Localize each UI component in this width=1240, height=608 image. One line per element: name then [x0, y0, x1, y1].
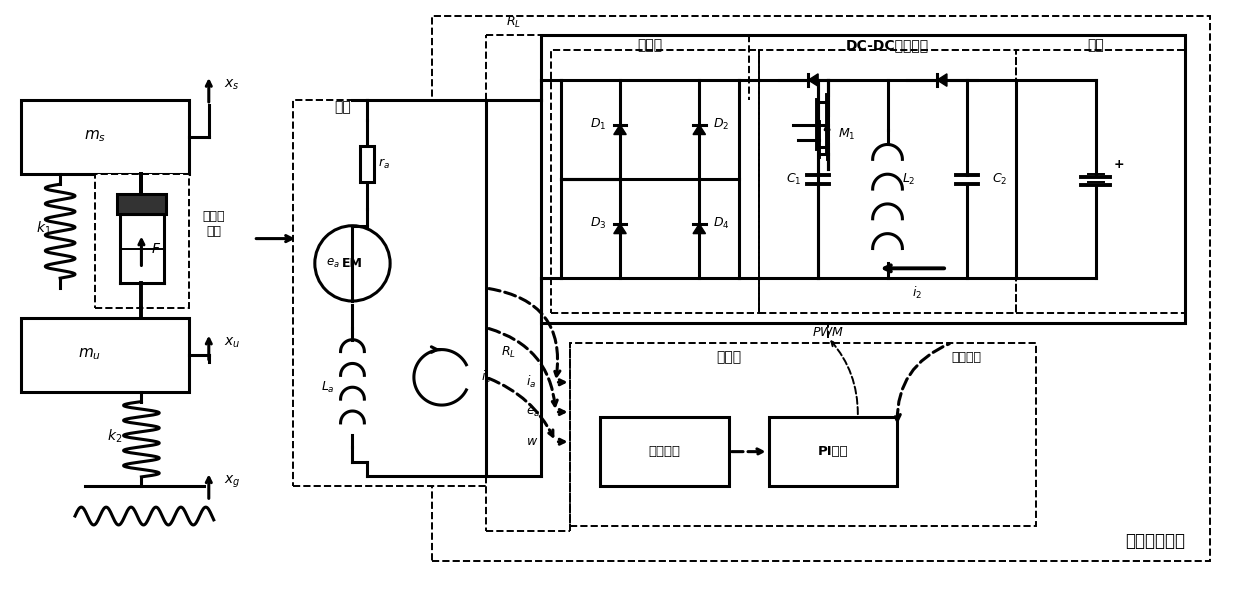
Text: $m_u$: $m_u$ [78, 347, 102, 362]
Text: $F$: $F$ [151, 241, 161, 255]
Bar [117, 194, 166, 214]
Text: $PWM$: $PWM$ [812, 326, 844, 339]
Polygon shape [614, 224, 626, 233]
Text: $i_2$: $i_2$ [913, 285, 923, 301]
Text: $e_a$: $e_a$ [526, 406, 541, 418]
Text: $D_4$: $D_4$ [713, 216, 729, 231]
Text: $x_g$: $x_g$ [223, 473, 241, 489]
Polygon shape [693, 125, 706, 134]
Text: $w$: $w$ [526, 435, 538, 448]
Text: $C_1$: $C_1$ [786, 171, 801, 187]
Text: 电机: 电机 [335, 100, 351, 114]
Text: $e_a$: $e_a$ [326, 257, 340, 270]
Text: 电池: 电池 [1087, 38, 1104, 52]
Bar [1017, 50, 1184, 313]
Text: $k_1$: $k_1$ [36, 220, 51, 237]
Bar [361, 147, 374, 182]
Text: EM: EM [342, 257, 363, 270]
Bar [570, 343, 1037, 526]
Text: $k_2$: $k_2$ [107, 428, 123, 446]
Text: $R_L$: $R_L$ [501, 345, 516, 360]
Bar [541, 35, 1184, 323]
Text: $m_s$: $m_s$ [84, 129, 105, 144]
Text: 阻尼控制电路: 阻尼控制电路 [1125, 532, 1184, 550]
Text: $x_u$: $x_u$ [223, 336, 241, 350]
Text: $i_a$: $i_a$ [526, 375, 536, 390]
Text: 数据采集: 数据采集 [649, 445, 681, 458]
Text: DC-DC变换电路: DC-DC变换电路 [846, 38, 929, 52]
Text: $D_2$: $D_2$ [713, 117, 729, 132]
Text: $M_1$: $M_1$ [838, 127, 856, 142]
Bar [293, 100, 486, 486]
Bar [600, 417, 729, 486]
Text: 馈能作
动器: 馈能作 动器 [202, 210, 224, 238]
Text: $R_L$: $R_L$ [506, 15, 521, 30]
Text: PI控制: PI控制 [817, 445, 848, 458]
Bar [769, 417, 898, 486]
Bar [551, 50, 759, 313]
Text: $D_1$: $D_1$ [590, 117, 606, 132]
Bar [759, 50, 1017, 313]
Bar [21, 100, 188, 174]
Text: +: + [1114, 157, 1125, 171]
Text: $L_2$: $L_2$ [903, 171, 916, 187]
Text: 整流桥: 整流桥 [637, 38, 662, 52]
Polygon shape [614, 125, 626, 134]
Polygon shape [808, 74, 818, 86]
Text: 控制输出: 控制输出 [952, 351, 982, 364]
Polygon shape [693, 224, 706, 233]
Polygon shape [937, 74, 947, 86]
Text: $L_a$: $L_a$ [321, 379, 335, 395]
Text: $r_a$: $r_a$ [378, 157, 391, 171]
Bar [94, 174, 188, 308]
Text: $D_3$: $D_3$ [590, 216, 606, 231]
Text: 控制器: 控制器 [717, 350, 742, 365]
Text: $x_s$: $x_s$ [223, 78, 239, 92]
Bar [432, 16, 1209, 561]
Bar [21, 318, 188, 392]
Text: $i_a$: $i_a$ [481, 369, 491, 385]
Text: $C_2$: $C_2$ [992, 171, 1007, 187]
